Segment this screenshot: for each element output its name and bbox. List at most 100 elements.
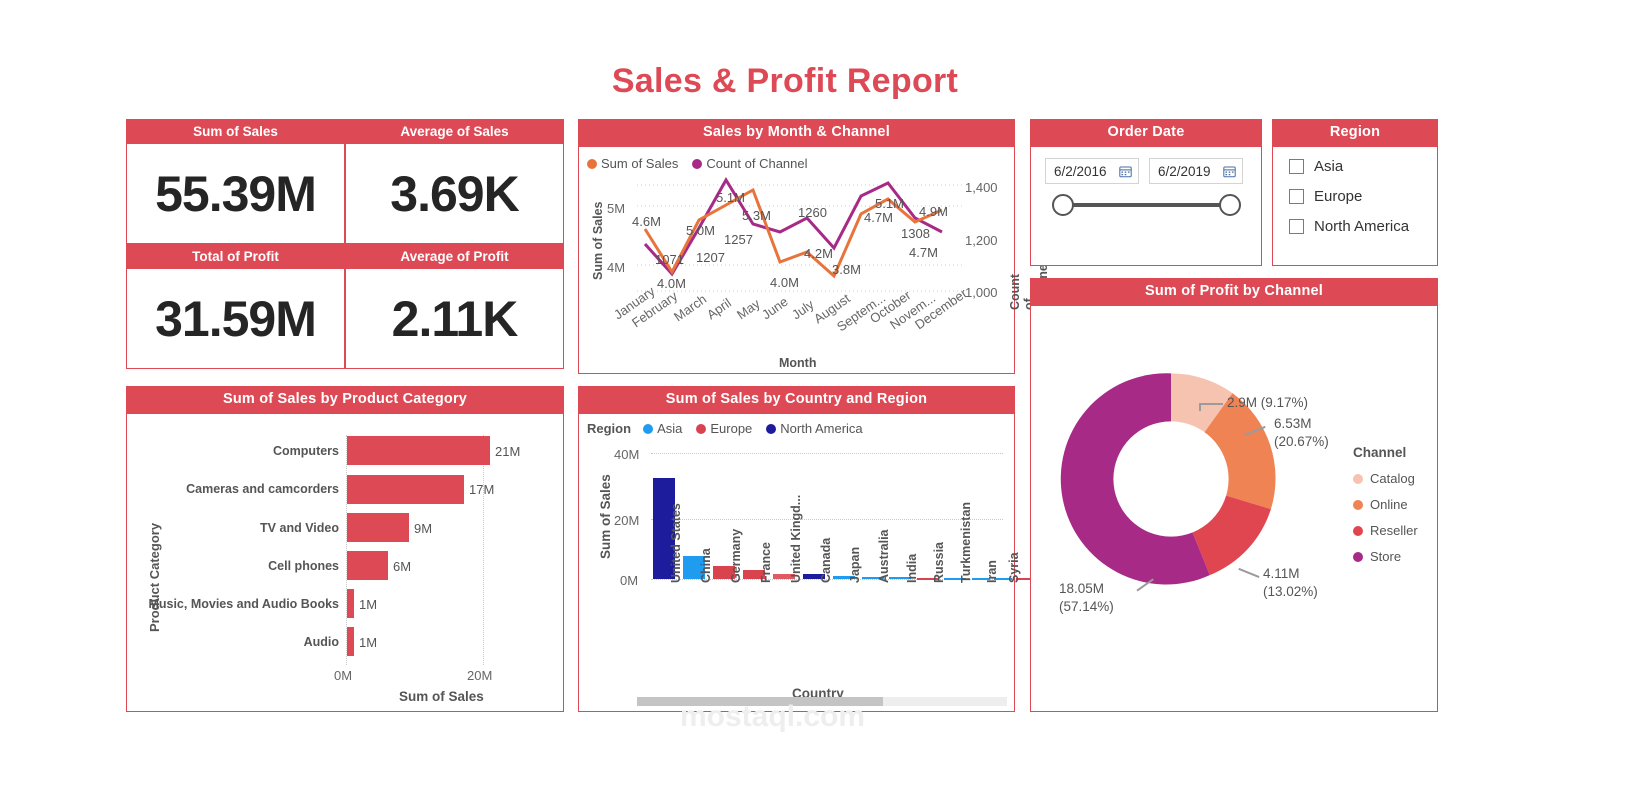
- legend-item-sum-of-sales[interactable]: Sum of Sales: [587, 156, 678, 171]
- bar-music-movies-audio-books[interactable]: [347, 589, 354, 618]
- card-sales-by-country-and-region[interactable]: Sum of Sales by Country and Region Regio…: [578, 386, 1065, 712]
- bar-audio[interactable]: [347, 627, 354, 656]
- date-range-slider-track[interactable]: [1063, 203, 1229, 207]
- line-series-sum-of-sales: [643, 187, 943, 279]
- line-data-label: 1207: [696, 250, 725, 265]
- donut-chart[interactable]: [1051, 359, 1291, 599]
- donut-legend-item-catalog[interactable]: Catalog: [1353, 471, 1415, 486]
- legend-label: Sum of Sales: [601, 156, 679, 171]
- line-y2-tick: 1,200: [965, 233, 998, 248]
- line-data-label: 5.3M: [742, 208, 771, 223]
- column-chart-legend[interactable]: Region Asia Europe North America: [587, 421, 873, 436]
- column-china[interactable]: [683, 556, 705, 579]
- card-sales-by-month-channel[interactable]: Sales by Month & Channel Sum of Sales Co…: [578, 119, 1050, 374]
- legend-item-count-of-channel[interactable]: Count of Channel: [692, 156, 808, 171]
- calendar-icon[interactable]: [1223, 165, 1236, 178]
- region-checkbox-europe[interactable]: Europe: [1289, 188, 1362, 205]
- donut-legend-item-store[interactable]: Store: [1353, 549, 1401, 564]
- line-chart-plot: [637, 177, 962, 292]
- line-chart-legend[interactable]: Sum of Sales Count of Channel: [587, 156, 818, 171]
- bar-gridline: [346, 435, 347, 665]
- line-data-label: 3.8M: [832, 262, 861, 277]
- column-x-tick: Russia: [932, 542, 946, 583]
- bar-computers[interactable]: [347, 436, 490, 465]
- column-canada[interactable]: [803, 574, 825, 579]
- kpi-card-average-of-profit[interactable]: Average of Profit 2.11K: [345, 244, 564, 369]
- date-range-slider-end-handle[interactable]: [1219, 194, 1241, 216]
- bar-tv-and-video[interactable]: [347, 513, 409, 542]
- column-x-tick: France: [759, 542, 773, 583]
- column-y-tick: 40M: [614, 447, 640, 462]
- column-gridline: [651, 519, 1003, 520]
- kpi-card-total-of-profit[interactable]: Total of Profit 31.59M: [126, 244, 345, 369]
- column-france[interactable]: [743, 570, 765, 579]
- legend-item-north-america[interactable]: North America: [766, 421, 863, 436]
- column-iran[interactable]: [972, 578, 990, 580]
- bar-x-tick: 20M: [467, 668, 493, 683]
- bar-value-label: 21M: [495, 444, 521, 459]
- donut-legend-item-reseller[interactable]: Reseller: [1353, 523, 1418, 538]
- column-germany[interactable]: [713, 566, 735, 579]
- region-checkbox-north-america[interactable]: North America: [1289, 218, 1409, 235]
- bar-cameras-and-camcorders[interactable]: [347, 475, 464, 504]
- end-date-input[interactable]: 6/2/2019: [1149, 158, 1243, 184]
- card-sales-by-product-category[interactable]: Sum of Sales by Product Category Product…: [126, 386, 564, 712]
- legend-swatch-north-america-icon: [766, 423, 777, 434]
- column-russia[interactable]: [917, 578, 939, 580]
- bar-x-tick: 0M: [334, 668, 353, 683]
- column-x-tick: Canada: [819, 537, 833, 583]
- bar-category-label: Music, Movies and Audio Books: [148, 597, 339, 611]
- column-italy[interactable]: [1016, 578, 1034, 580]
- legend-swatch-europe-icon: [696, 423, 707, 434]
- checkbox-icon[interactable]: [1289, 219, 1304, 234]
- bar-value-label: 1M: [359, 597, 378, 612]
- column-turkmenistan[interactable]: [944, 578, 966, 580]
- kpi-card-sum-of-sales[interactable]: Sum of Sales 55.39M: [126, 119, 345, 244]
- start-date-value: 6/2/2016: [1054, 163, 1107, 179]
- checkbox-icon[interactable]: [1289, 159, 1304, 174]
- line-x-axis-title: Month: [779, 356, 817, 370]
- column-chart-scrollbar-thumb[interactable]: [637, 697, 883, 706]
- legend-label: Store: [1370, 549, 1402, 564]
- start-date-input[interactable]: 6/2/2016: [1045, 158, 1139, 184]
- column-australia[interactable]: [862, 577, 884, 579]
- column-gridline: [651, 579, 1003, 580]
- donut-label-store-percent: (57.14%): [1059, 598, 1114, 614]
- checkbox-icon[interactable]: [1289, 189, 1304, 204]
- card-order-date-slicer[interactable]: Order Date 6/2/2016 6/2/2019: [1030, 119, 1262, 266]
- column-syria[interactable]: [994, 578, 1012, 580]
- card-region-filter[interactable]: Region Asia Europe North America: [1272, 119, 1438, 266]
- card-title: Sum of Sales by Country and Region: [579, 387, 1014, 414]
- line-data-label: 4.9M: [919, 204, 948, 219]
- column-x-tick: Turkmenistan: [959, 501, 973, 583]
- legend-item-europe[interactable]: Europe: [696, 421, 752, 436]
- column-x-tick: Australia: [877, 529, 891, 584]
- bar-value-label: 17M: [469, 482, 495, 497]
- legend-label: Asia: [657, 421, 683, 436]
- bar-value-label: 9M: [414, 521, 433, 536]
- line-data-label: 4.6M: [632, 214, 661, 229]
- legend-item-asia[interactable]: Asia: [643, 421, 682, 436]
- legend-swatch-purple-icon: [692, 158, 703, 169]
- column-japan[interactable]: [833, 576, 855, 579]
- bar-category-label: Computers: [273, 444, 339, 458]
- column-x-tick: United States: [669, 503, 683, 583]
- calendar-icon[interactable]: [1119, 165, 1132, 178]
- column-india[interactable]: [889, 577, 911, 579]
- region-checkbox-asia[interactable]: Asia: [1289, 158, 1343, 175]
- legend-label: Reseller: [1370, 523, 1418, 538]
- column-united-states[interactable]: [653, 478, 675, 579]
- card-profit-by-channel[interactable]: Sum of Profit by Channel 2.9M (9.17%) 6.…: [1030, 278, 1438, 712]
- legend-label: Catalog: [1370, 471, 1415, 486]
- bar-gridline: [483, 435, 484, 665]
- kpi-card-average-of-sales[interactable]: Average of Sales 3.69K: [345, 119, 564, 244]
- line-data-label: 4.7M: [864, 210, 893, 225]
- column-united-kingdom[interactable]: [773, 574, 795, 579]
- column-x-tick: China: [699, 548, 713, 583]
- line-data-label: 4.2M: [804, 246, 833, 261]
- bar-cell-phones[interactable]: [347, 551, 388, 580]
- donut-legend-item-online[interactable]: Online: [1353, 497, 1408, 512]
- date-range-slider-start-handle[interactable]: [1052, 194, 1074, 216]
- line-data-label: 4.7M: [909, 245, 938, 260]
